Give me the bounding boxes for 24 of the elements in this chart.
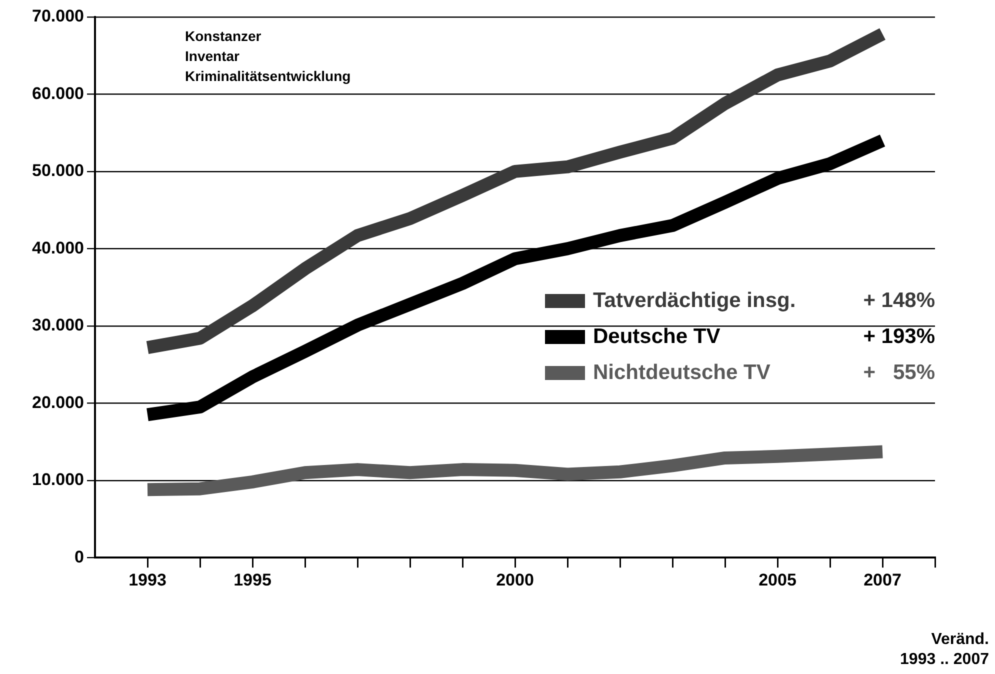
y-tick-label: 70.000: [32, 6, 84, 26]
y-tick-label: 60.000: [32, 84, 84, 103]
annotation: Kriminalitätsentwicklung: [185, 67, 351, 86]
legend-label: Tatverdächtige insg.: [593, 289, 797, 313]
x-tick-label: 2005: [758, 570, 796, 590]
y-tick-label: 10.000: [32, 470, 84, 490]
y-tick-label: 40.000: [32, 238, 84, 258]
y-tick-label: 50.000: [32, 161, 84, 180]
y-tick-label: 20.000: [32, 392, 84, 412]
text: Veränd.: [930, 630, 989, 650]
x-tick-label: 2000: [496, 570, 534, 590]
text: 1993 .. 2007: [900, 650, 989, 670]
y-tick-label: 0: [74, 547, 84, 566]
annotation: Konstanzer: [185, 27, 262, 46]
x-tick-label: 1993: [128, 570, 166, 590]
legend-label: Nichtdeutsche TV: [593, 361, 772, 385]
annotation: + 55%: [863, 361, 935, 385]
annotation: + 193%: [863, 325, 935, 349]
annotation: Inventar: [185, 47, 240, 66]
legend-label: Deutsche TV: [593, 325, 722, 349]
x-tick-label: 2007: [864, 570, 902, 590]
annotation: + 148%: [863, 289, 935, 313]
y-tick-label: 30.000: [32, 316, 84, 335]
x-tick-label: 1995: [234, 570, 272, 590]
